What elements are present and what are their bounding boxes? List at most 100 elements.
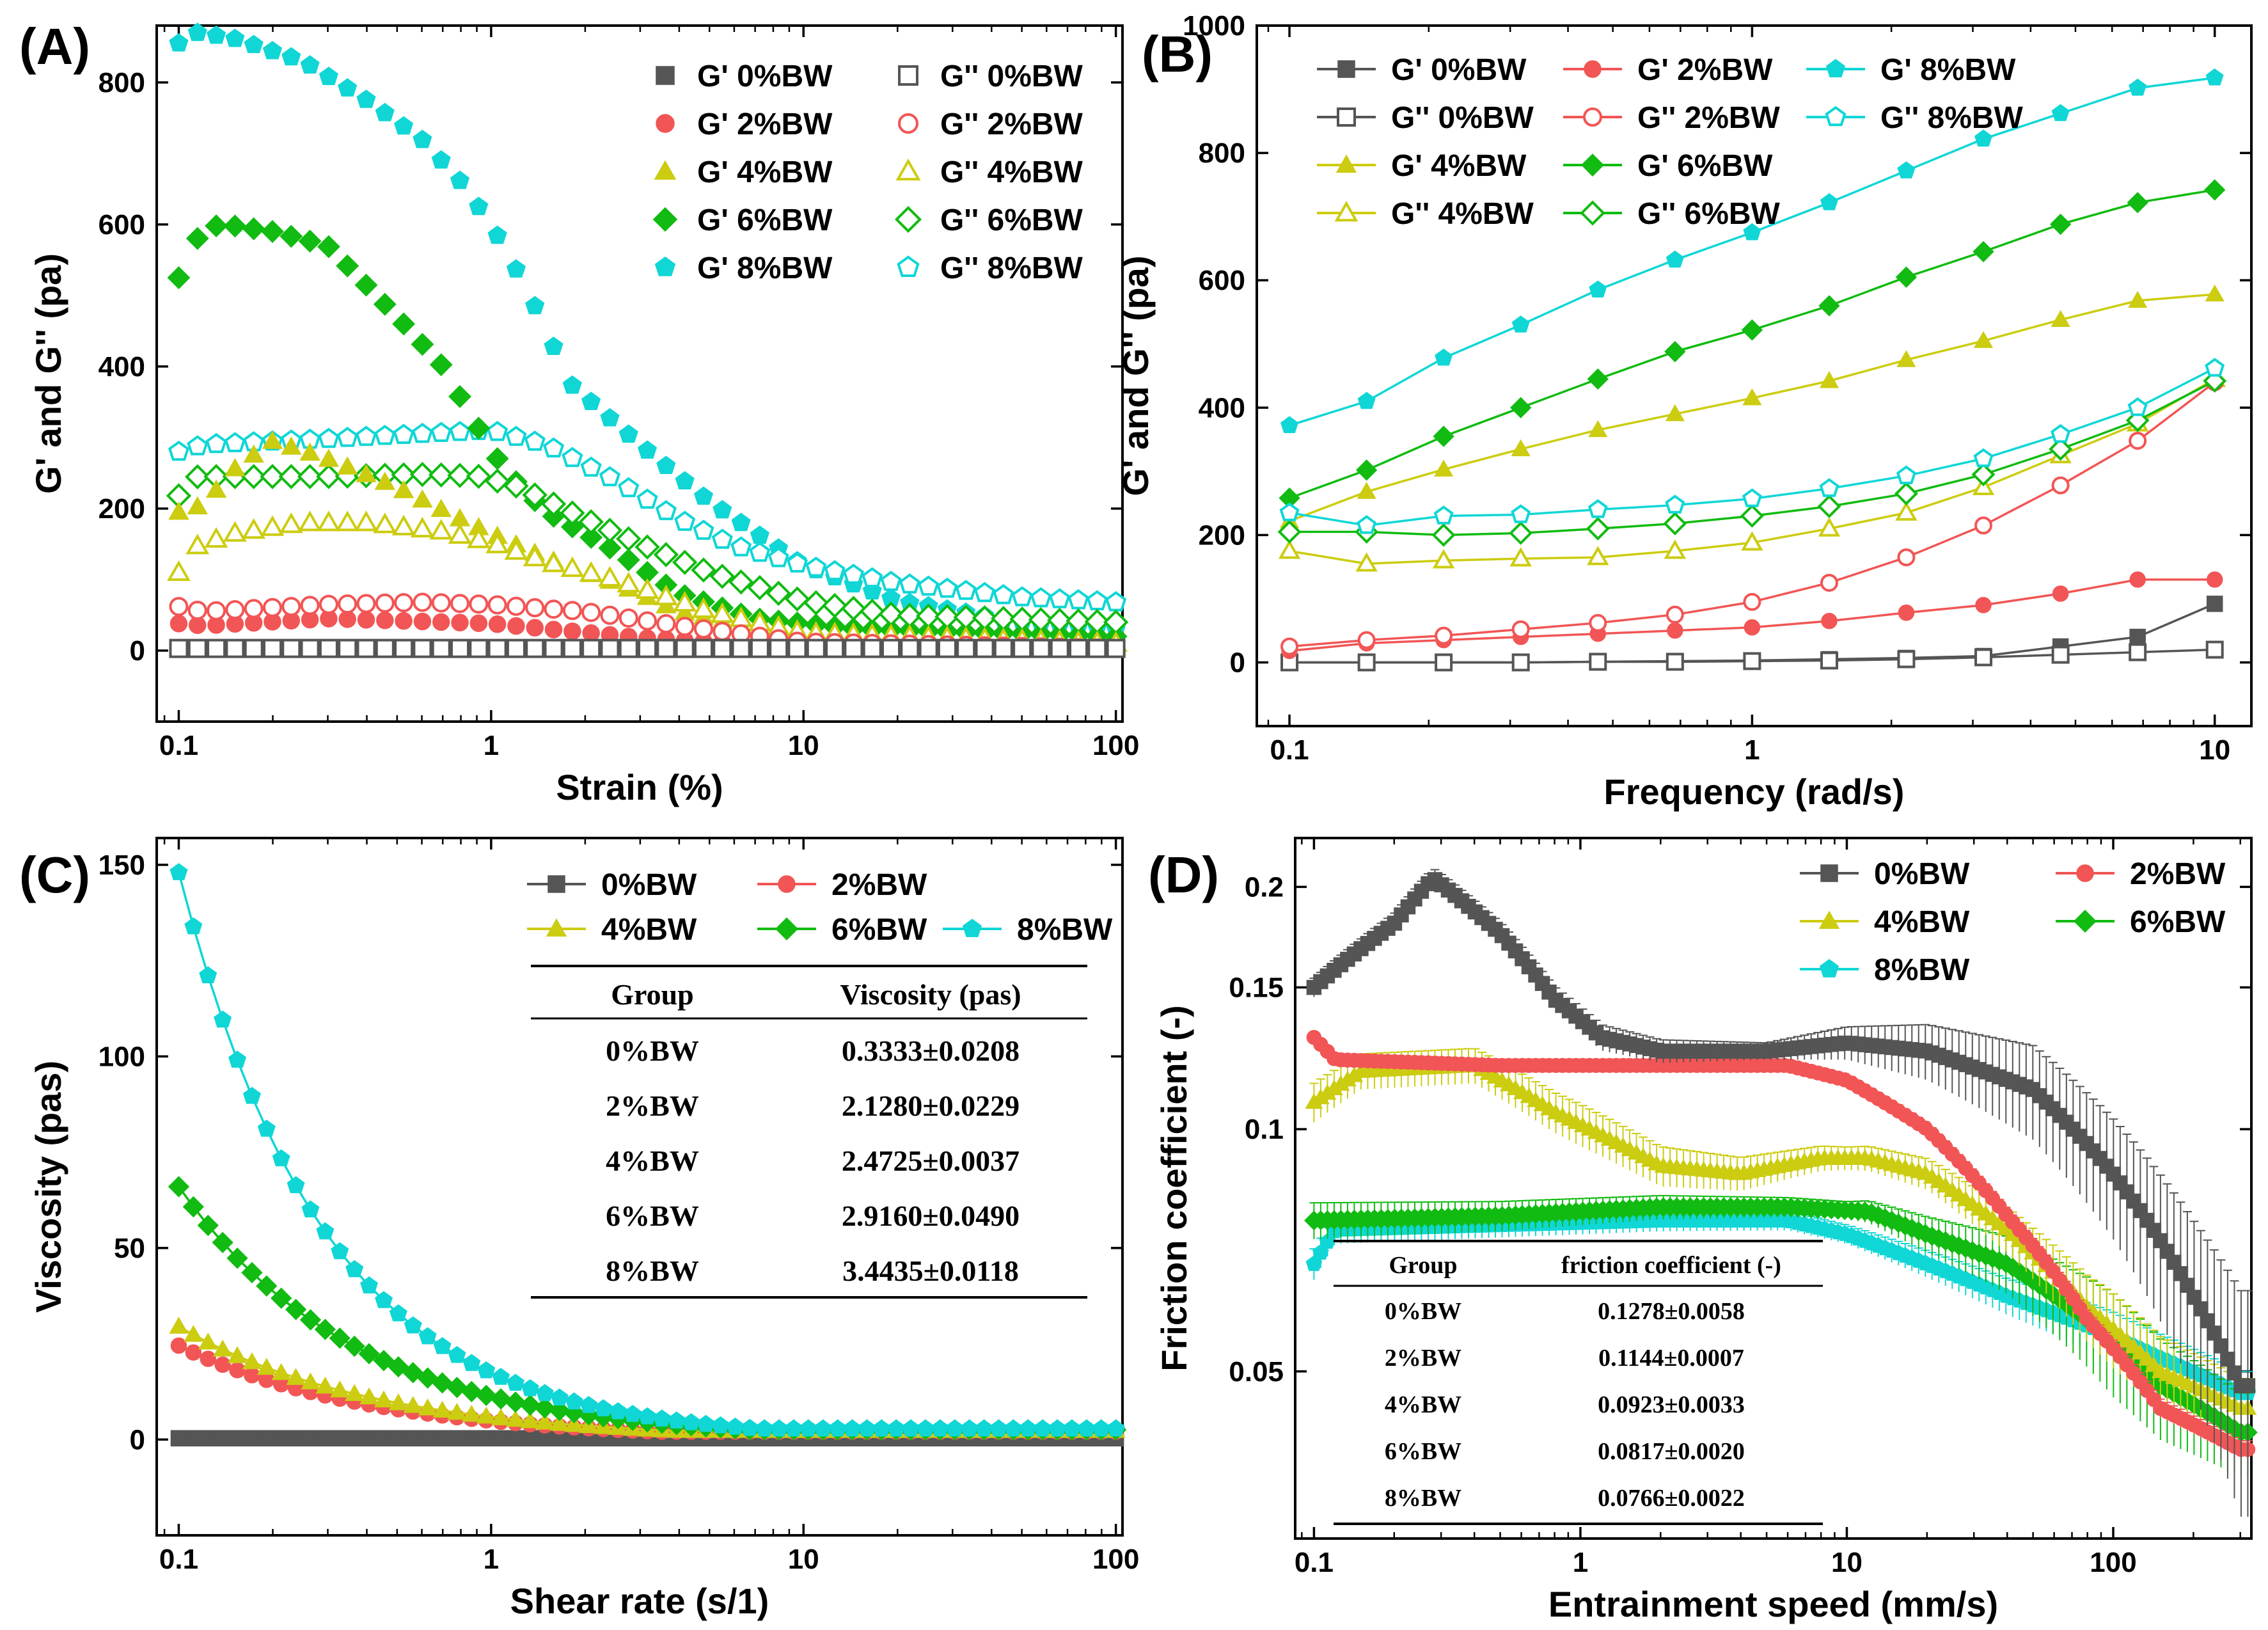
table-cell: 2%BW	[606, 1089, 699, 1122]
table-cell: 8%BW	[1385, 1485, 1461, 1512]
data-point	[713, 638, 732, 658]
legend-label: 6%BW	[831, 913, 927, 947]
data-point	[1664, 539, 1687, 559]
legend-label: G'' 6%BW	[940, 203, 1083, 237]
data-point	[1665, 495, 1685, 514]
legend-marker	[654, 256, 676, 276]
data-point	[542, 437, 565, 458]
data-point	[431, 638, 451, 658]
data-point	[297, 464, 323, 489]
data-point	[693, 619, 713, 639]
data-point	[213, 1340, 233, 1357]
data-point	[214, 1430, 231, 1447]
data-point	[806, 638, 826, 658]
data-point	[2220, 1351, 2235, 1367]
data-point	[491, 1408, 511, 1425]
data-point	[261, 219, 284, 243]
data-point	[335, 510, 359, 532]
data-point	[257, 1120, 276, 1137]
data-point	[609, 1402, 627, 1420]
data-point	[799, 1419, 817, 1437]
data-point	[244, 599, 264, 619]
data-point	[432, 1400, 452, 1418]
table-header: Viscosity (pas)	[840, 978, 1021, 1011]
data-point	[2129, 432, 2147, 450]
legend: 0%BW 2%BW 4%BW 6%BW 8%BW	[1800, 857, 2226, 987]
panel-d: 0.1 1 10 100 0.05 0.1 0.15 0.2 Entrainment speed…	[1148, 837, 2258, 1624]
data-point	[1011, 586, 1033, 606]
data-point	[390, 1430, 407, 1447]
data-point	[1019, 1419, 1037, 1437]
data-point	[534, 1397, 556, 1419]
data-point	[787, 638, 807, 658]
data-point	[225, 600, 245, 620]
data-point	[598, 566, 622, 587]
legend-marker	[897, 255, 920, 277]
data-point	[2051, 104, 2070, 122]
data-point	[198, 1333, 218, 1350]
legend-label: G'' 4%BW	[940, 155, 1083, 189]
series-g-0-bw	[1280, 640, 2224, 672]
data-point	[478, 1430, 494, 1447]
data-point	[2205, 640, 2224, 659]
data-point	[1034, 1419, 1052, 1437]
data-point	[769, 638, 789, 658]
data-point	[638, 638, 658, 658]
data-point	[205, 479, 227, 498]
data-point	[463, 1430, 480, 1447]
x-tick-label: 0.1	[159, 1544, 198, 1575]
data-point	[317, 1430, 334, 1447]
data-point	[899, 573, 920, 594]
data-point	[356, 90, 376, 108]
data-point	[469, 594, 489, 614]
data-point	[2127, 192, 2148, 214]
data-point	[828, 1419, 847, 1437]
data-point	[599, 466, 621, 487]
data-point	[1894, 482, 1918, 506]
data-point	[300, 55, 320, 74]
data-point	[1357, 653, 1376, 672]
data-point	[2205, 68, 2224, 86]
data-point	[653, 542, 679, 567]
data-point	[271, 1363, 291, 1381]
data-point	[375, 593, 395, 613]
data-point	[2049, 213, 2072, 235]
data-point	[507, 617, 525, 635]
series-2-bw	[1306, 1029, 2256, 1459]
data-point	[814, 1419, 832, 1437]
legend-marker	[1825, 59, 1846, 77]
data-point	[469, 614, 488, 632]
data-point	[993, 638, 1013, 658]
data-point	[1743, 652, 1761, 670]
legend-marker	[898, 65, 918, 86]
data-point	[652, 1409, 671, 1427]
data-point	[709, 564, 736, 589]
data-point	[618, 424, 638, 443]
data-point	[1741, 531, 1763, 551]
data-point	[2205, 358, 2225, 377]
data-point	[205, 214, 228, 238]
legend-marker	[1337, 107, 1356, 127]
data-point	[281, 638, 301, 658]
data-point	[418, 1327, 437, 1345]
legend-marker	[1335, 154, 1357, 173]
data-point	[168, 440, 190, 461]
legend-marker	[546, 918, 567, 937]
data-point	[490, 1388, 512, 1410]
data-point	[505, 1409, 526, 1427]
data-point	[258, 1430, 275, 1447]
data-point	[329, 1327, 350, 1349]
data-point	[199, 966, 217, 984]
data-point	[785, 1419, 803, 1437]
data-point	[562, 638, 582, 658]
data-point	[843, 1419, 862, 1437]
legend: G' 0%BW G' 2%BW G' 4%BW G' 6%BW G' 8%BW G'' 0…	[652, 59, 1083, 285]
data-point	[693, 519, 714, 540]
data-point	[224, 458, 246, 477]
data-point	[917, 1419, 935, 1437]
friction-table: Group friction coefficient (-) 0%BW 0.1278±…	[1334, 1240, 1823, 1525]
x-tick-label: 1	[1573, 1547, 1588, 1578]
panel-label: (B)	[1142, 26, 1213, 83]
data-point	[1062, 1419, 1081, 1437]
data-point	[224, 432, 246, 452]
